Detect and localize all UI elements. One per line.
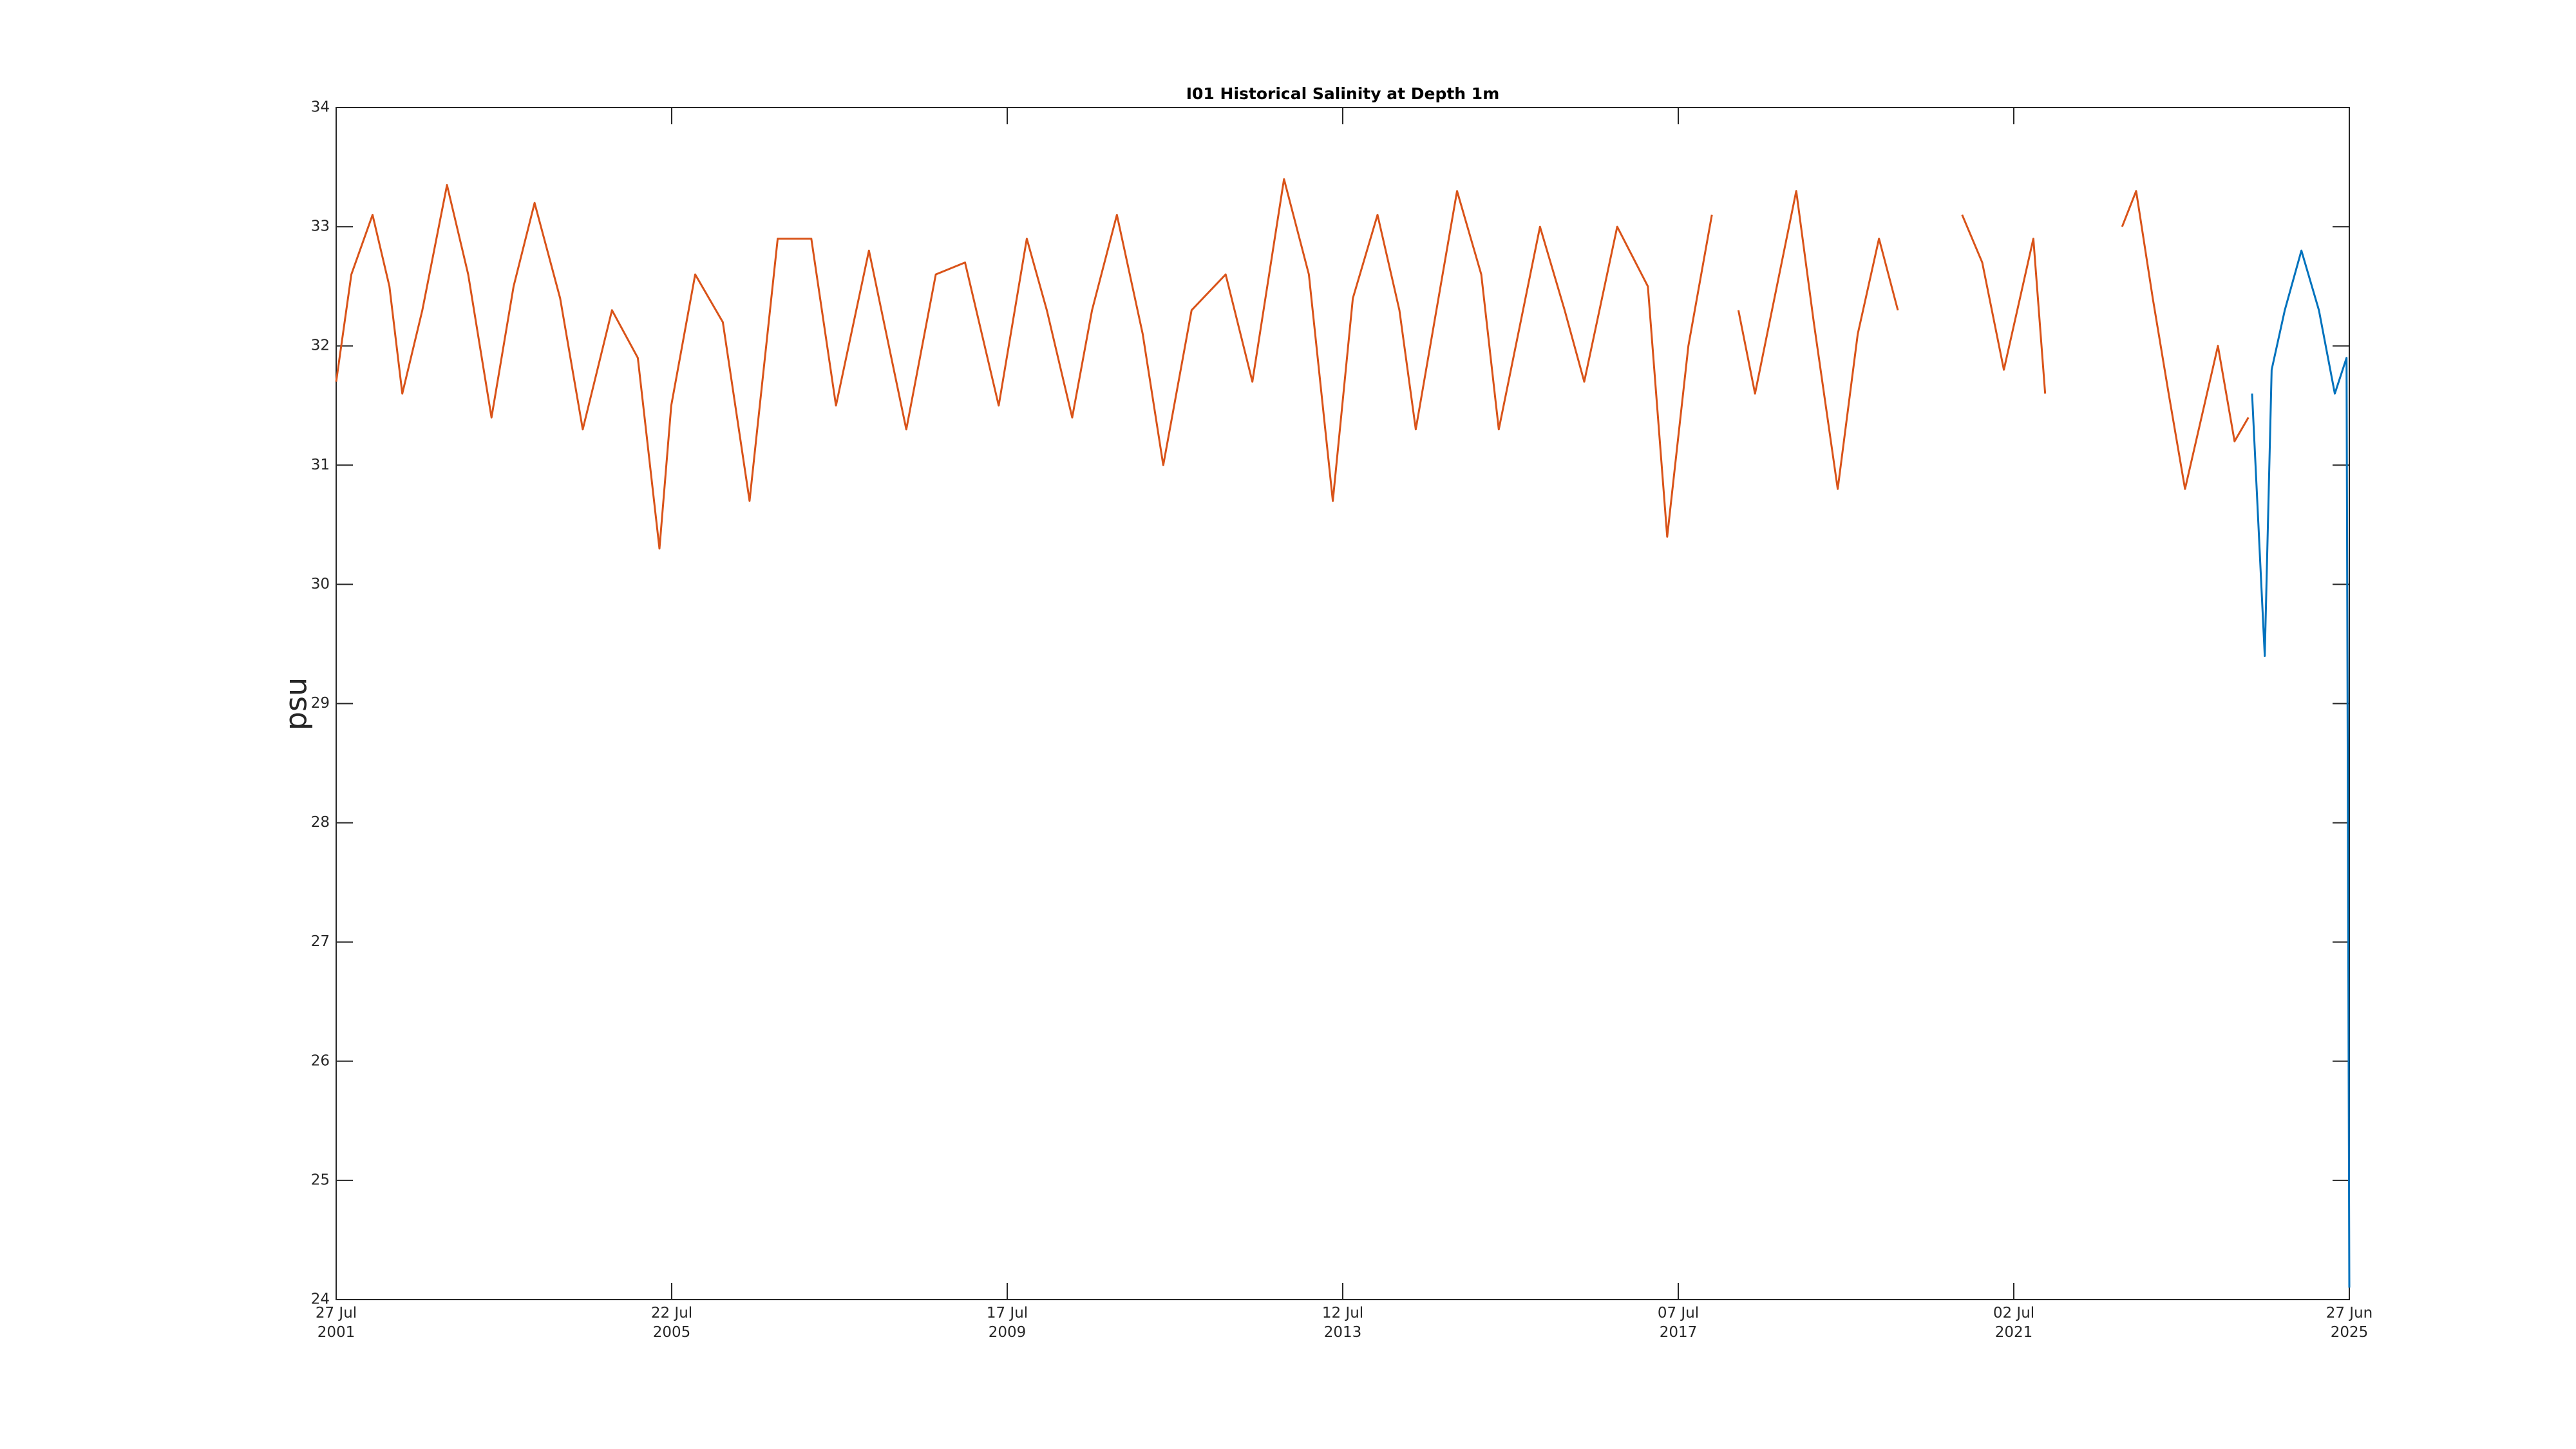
x-tick-label: 2017	[1660, 1324, 1698, 1341]
y-tick-label: 34	[311, 99, 330, 116]
y-tick-label: 27	[311, 933, 330, 950]
x-tick-label: 07 Jul	[1658, 1305, 1699, 1321]
y-tick-label: 32	[311, 337, 330, 354]
x-tick-label: 12 Jul	[1322, 1305, 1363, 1321]
chart-title: I01 Historical Salinity at Depth 1m	[1186, 84, 1500, 103]
x-tick-label: 02 Jul	[1993, 1305, 2034, 1321]
plot-frame	[336, 107, 2350, 1300]
x-tick-label: 2009	[989, 1324, 1027, 1341]
y-tick-label: 30	[311, 576, 330, 592]
y-tick-label: 25	[311, 1171, 330, 1188]
x-tick-label: 2005	[653, 1324, 691, 1341]
y-tick-label: 29	[311, 695, 330, 712]
salinity-line	[335, 178, 2249, 550]
x-tick-label: 17 Jul	[987, 1305, 1028, 1321]
x-tick-label: 2001	[317, 1324, 355, 1341]
x-tick-label: 22 Jul	[651, 1305, 692, 1321]
y-tick-label: 26	[311, 1052, 330, 1069]
y-tick-label: 28	[311, 814, 330, 831]
y-axis-label: psu	[279, 677, 314, 730]
x-tick-label: 2021	[1995, 1324, 2033, 1341]
x-tick-label: 2013	[1324, 1324, 1362, 1341]
y-tick-label: 31	[311, 457, 330, 473]
x-tick-label: 27 Jul	[316, 1305, 357, 1321]
x-tick-label: 27 Jun	[2326, 1305, 2373, 1321]
y-tick-label: 24	[311, 1291, 330, 1308]
y-tick-label: 33	[311, 218, 330, 235]
salinity-line	[2251, 249, 2351, 1288]
x-tick-label: 2025	[2331, 1324, 2369, 1341]
